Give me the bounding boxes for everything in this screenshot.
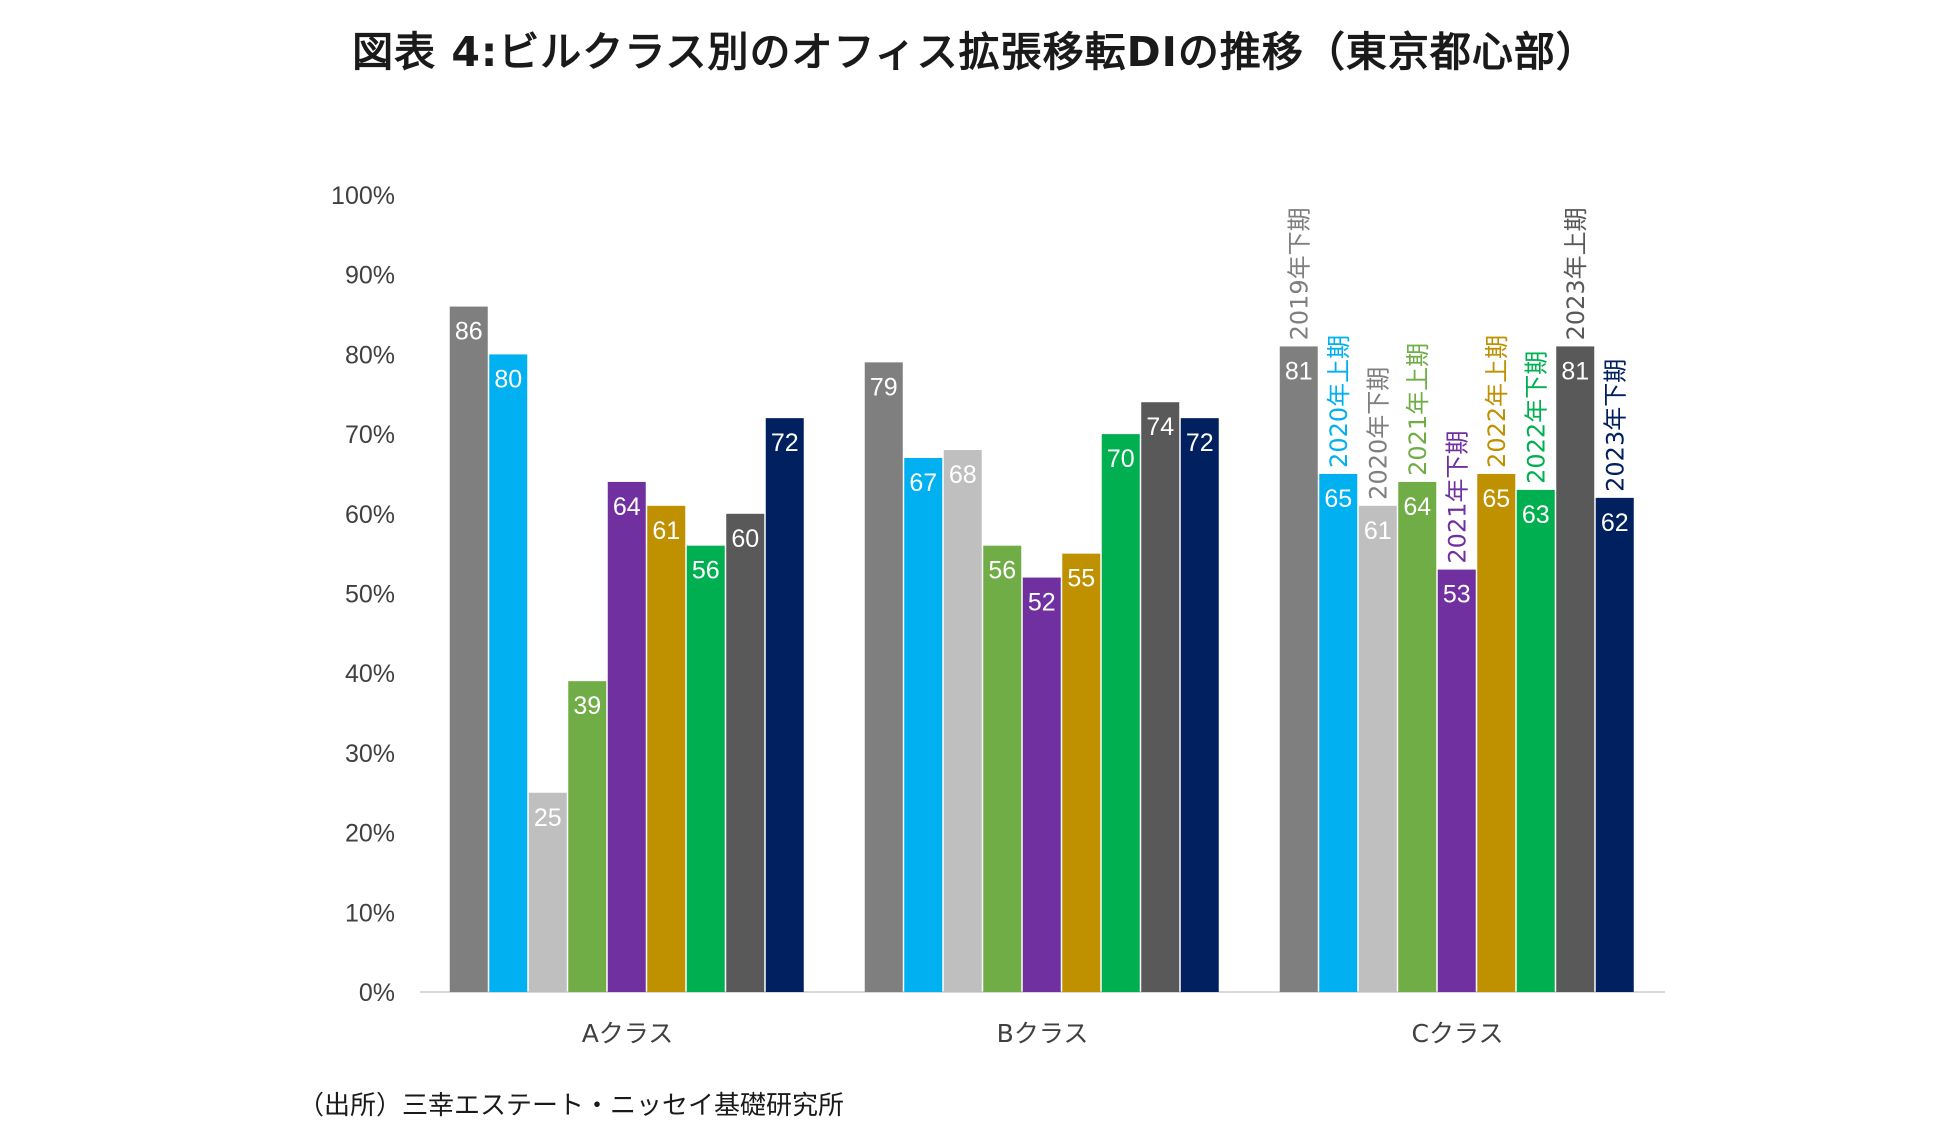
data-label: 81: [1561, 357, 1589, 385]
data-label: 86: [455, 318, 483, 346]
labels-layer: Aクラス 86 80 25 39 64 61 56 60 72 Bクラス 79 67 68 56 52 55 70…: [455, 207, 1630, 1048]
chart-title: 図表 4:ビルクラス別のオフィス拡張移転DIの推移（東京都心部）: [352, 28, 1598, 76]
bar: [489, 354, 528, 992]
data-label: 39: [573, 692, 601, 720]
bar: [686, 545, 725, 992]
bar: [528, 792, 567, 992]
y-tick-label: 10%: [345, 899, 395, 927]
y-tick-label: 70%: [345, 421, 395, 449]
series-label: 2022年上期: [1483, 335, 1511, 468]
bar: [864, 362, 903, 992]
bar: [1180, 418, 1219, 992]
data-label: 56: [692, 557, 720, 585]
bar: [765, 418, 804, 992]
bar: [1437, 569, 1476, 992]
data-label: 56: [988, 557, 1016, 585]
series-label: 2023年上期: [1562, 207, 1590, 340]
bar: [568, 681, 607, 992]
data-label: 81: [1285, 357, 1313, 385]
series-label: 2020年上期: [1325, 335, 1353, 468]
data-label: 70: [1107, 445, 1135, 473]
data-label: 65: [1482, 485, 1510, 513]
data-label: 53: [1443, 581, 1471, 609]
x-category-label: Aクラス: [582, 1019, 674, 1048]
bar: [1022, 577, 1061, 992]
bar: [726, 513, 765, 992]
series-label: 2022年下期: [1523, 351, 1551, 484]
data-label: 79: [870, 373, 898, 401]
bar: [607, 481, 646, 992]
data-label: 25: [534, 804, 562, 832]
bar: [1319, 473, 1358, 992]
data-label: 80: [494, 365, 522, 393]
series-label: 2019年下期: [1286, 207, 1314, 340]
data-label: 64: [613, 493, 641, 521]
bar: [1516, 489, 1555, 992]
bar: [1595, 497, 1634, 992]
data-label: 72: [1186, 429, 1214, 457]
bar: [1556, 346, 1595, 992]
series-label: 2021年下期: [1444, 431, 1472, 564]
data-label: 74: [1146, 413, 1174, 441]
bar: [904, 458, 943, 992]
bars-layer: [449, 306, 1634, 993]
data-label: 72: [771, 429, 799, 457]
data-label: 65: [1324, 485, 1352, 513]
y-tick-label: 90%: [345, 262, 395, 290]
data-label: 61: [1364, 517, 1392, 545]
bar: [647, 505, 686, 992]
source-note: （出所）三幸エステート・ニッセイ基礎研究所: [298, 1091, 845, 1121]
data-label: 61: [652, 517, 680, 545]
series-label: 2021年上期: [1404, 343, 1432, 476]
bar: [1279, 346, 1318, 992]
x-category-label: Bクラス: [997, 1019, 1089, 1048]
bar: [1101, 434, 1140, 993]
bar: [1358, 505, 1397, 992]
bar: [1477, 473, 1516, 992]
bar: [983, 545, 1022, 992]
y-tick-label: 80%: [345, 341, 395, 369]
series-label: 2023年下期: [1602, 359, 1630, 492]
bar: [1398, 481, 1437, 992]
bar: [1141, 402, 1180, 993]
data-label: 67: [909, 469, 937, 497]
bar: [1062, 553, 1101, 992]
data-label: 60: [731, 525, 759, 553]
data-label: 55: [1067, 565, 1095, 593]
data-label: 63: [1522, 501, 1550, 529]
y-tick-label: 50%: [345, 581, 395, 609]
y-tick-label: 100%: [331, 182, 395, 210]
data-label: 52: [1028, 589, 1056, 617]
y-tick-label: 20%: [345, 820, 395, 848]
y-tick-label: 0%: [359, 979, 395, 1007]
bar: [449, 306, 488, 993]
x-category-label: Cクラス: [1412, 1019, 1504, 1048]
y-tick-label: 40%: [345, 660, 395, 688]
data-label: 68: [949, 461, 977, 489]
data-label: 64: [1403, 493, 1431, 521]
y-tick-label: 30%: [345, 740, 395, 768]
data-label: 62: [1601, 509, 1629, 537]
bar: [943, 450, 982, 992]
series-label: 2020年下期: [1365, 367, 1393, 500]
y-tick-label: 60%: [345, 501, 395, 529]
